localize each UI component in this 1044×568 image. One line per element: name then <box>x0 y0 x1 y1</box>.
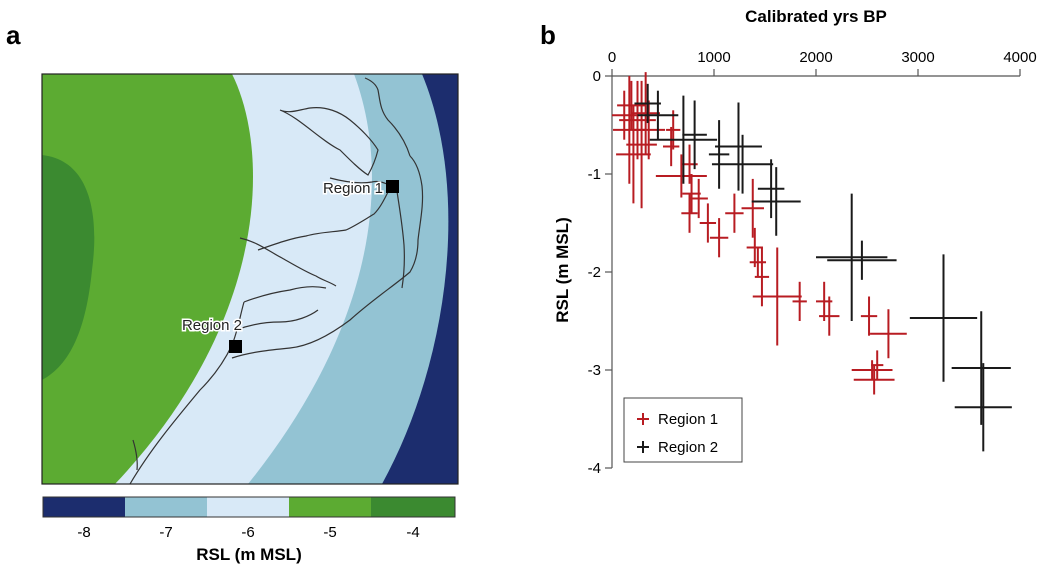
colorbar-swatch-minus-5 <box>289 497 371 517</box>
x-tick-label: 4000 <box>1003 49 1036 66</box>
legend: Region 1 Region 2 <box>623 397 743 463</box>
chart-axes: 0 1000 2000 3000 4000 0 -1 -2 -3 -4 <box>588 49 1037 477</box>
map-band-minus-4 <box>42 155 95 380</box>
data-point <box>746 227 763 268</box>
data-point <box>851 360 893 380</box>
series-2 <box>634 83 1012 452</box>
data-point <box>689 178 708 219</box>
data-point <box>682 174 701 214</box>
rsl-map: Region 1 Region 2 <box>41 73 459 485</box>
data-point <box>871 350 884 380</box>
data-point <box>681 193 698 233</box>
colorbar-swatch-minus-4 <box>371 497 455 517</box>
y-axis-label: RSL (m MSL) <box>553 217 572 322</box>
data-point <box>819 296 840 336</box>
region-1-marker <box>386 180 399 193</box>
data-point <box>612 90 637 140</box>
data-point <box>757 159 785 219</box>
colorbar-label: RSL (m MSL) <box>196 545 301 564</box>
data-point <box>860 296 878 336</box>
colorbar-swatch-minus-8 <box>43 497 125 517</box>
colorbar: -8 -7 -6 -5 -4 RSL (m MSL) <box>42 496 456 564</box>
legend-label-region-2: Region 2 <box>658 439 718 456</box>
data-point <box>699 203 717 243</box>
y-tick-label: -1 <box>588 166 601 183</box>
data-point <box>634 83 661 124</box>
x-axis-label: Calibrated yrs BP <box>745 7 887 26</box>
data-point <box>637 90 679 140</box>
x-tick-label: 0 <box>608 49 616 66</box>
data-point <box>725 193 744 233</box>
data-point <box>708 120 730 189</box>
data-point <box>951 311 1011 425</box>
panel-b-letter: b <box>540 20 556 50</box>
colorbar-tick: -8 <box>77 524 90 541</box>
data-point <box>752 247 802 346</box>
data-point <box>827 240 897 280</box>
data-point <box>682 100 707 170</box>
data-point <box>711 134 774 194</box>
x-tick-label: 3000 <box>901 49 934 66</box>
colorbar-swatch-minus-7 <box>125 497 207 517</box>
coastline <box>129 77 424 484</box>
series-1 <box>612 72 907 395</box>
data-point <box>709 218 729 258</box>
legend-symbol-region-2 <box>637 441 649 453</box>
region-1-map-label: Region 1 <box>323 180 383 197</box>
legend-symbol-region-1 <box>637 413 649 425</box>
region-2-marker <box>229 340 242 353</box>
data-point <box>816 193 888 321</box>
data-point <box>632 100 666 160</box>
region-2-map-label: Region 2 <box>182 317 242 334</box>
x-tick-label: 1000 <box>697 49 730 66</box>
data-point <box>954 363 1012 452</box>
y-tick-label: -3 <box>588 362 601 379</box>
data-point <box>741 178 764 238</box>
data-point <box>853 365 895 395</box>
y-tick-label: -4 <box>588 460 601 477</box>
data-point <box>870 309 907 359</box>
y-tick-label: 0 <box>593 68 601 85</box>
data-point <box>619 80 656 160</box>
legend-label-region-1: Region 1 <box>658 411 718 428</box>
data-point <box>649 95 718 184</box>
data-point <box>663 126 680 167</box>
data-point <box>626 80 657 209</box>
x-tick-label: 2000 <box>799 49 832 66</box>
chart-marks <box>612 72 1012 452</box>
map-band-minus-5 <box>42 74 254 484</box>
colorbar-tick: -5 <box>323 524 336 541</box>
data-point <box>655 154 707 198</box>
data-point <box>751 167 801 236</box>
colorbar-tick: -7 <box>159 524 172 541</box>
colorbar-tick: -6 <box>241 524 254 541</box>
colorbar-swatch-minus-6 <box>207 497 289 517</box>
data-point <box>909 254 978 382</box>
data-point <box>792 281 807 321</box>
data-point <box>749 247 767 277</box>
data-point <box>666 110 681 150</box>
panel-a-letter: a <box>6 20 21 50</box>
y-tick-label: -2 <box>588 264 601 281</box>
colorbar-tick: -4 <box>406 524 419 541</box>
data-point <box>631 72 660 155</box>
data-point <box>715 102 762 191</box>
